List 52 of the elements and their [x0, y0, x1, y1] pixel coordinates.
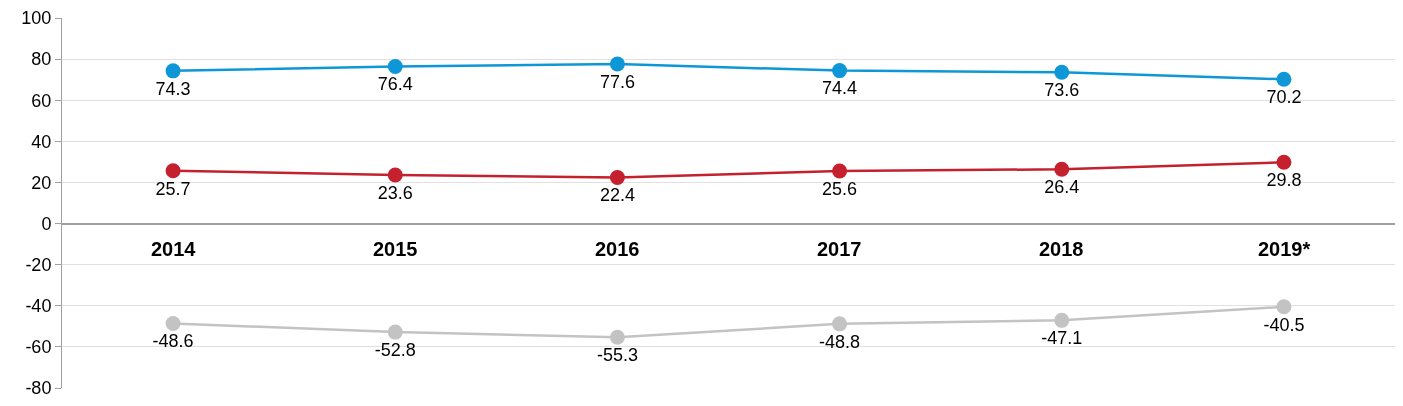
data-label: 74.4: [822, 78, 858, 99]
data-label: -40.5: [1263, 314, 1305, 335]
data-label: 23.6: [377, 182, 413, 203]
x-tick-label: 2018: [1039, 238, 1084, 260]
data-label: -47.1: [1041, 328, 1083, 349]
point: [609, 170, 625, 185]
point: [1276, 299, 1292, 315]
y-tick-label: 40: [31, 131, 52, 152]
x-tick-label: 2014: [151, 238, 197, 260]
point: [387, 59, 403, 74]
point: [165, 63, 181, 79]
y-tick-label: 0: [41, 213, 52, 234]
point: [165, 163, 181, 179]
point: [832, 163, 848, 179]
point: [387, 324, 403, 340]
data-label: -52.8: [374, 339, 416, 360]
y-tick-label: 20: [31, 172, 52, 193]
x-tick-label: 2019*: [1258, 238, 1311, 260]
x-tick-label: 2015: [373, 238, 418, 260]
point: [832, 63, 848, 79]
y-tick-label: -40: [25, 296, 52, 317]
point: [387, 167, 403, 183]
point: [609, 56, 625, 72]
point: [1054, 64, 1070, 80]
point: [1054, 312, 1070, 328]
data-label: 77.6: [599, 71, 635, 92]
y-tick-label: -80: [25, 378, 52, 399]
point: [1276, 154, 1292, 170]
y-tick-label: 60: [31, 90, 52, 111]
data-label: 25.6: [822, 178, 858, 199]
data-label: 22.4: [599, 185, 635, 206]
data-label: 29.8: [1266, 170, 1302, 191]
data-label: 25.7: [155, 178, 191, 199]
point: [609, 329, 625, 345]
y-tick-label: -60: [25, 337, 52, 358]
y-tick-label: -20: [25, 254, 52, 275]
data-label: 73.6: [1044, 80, 1080, 101]
point: [832, 316, 848, 332]
data-label: 26.4: [1044, 177, 1080, 198]
point: [1276, 71, 1292, 87]
data-label: 74.3: [155, 78, 191, 99]
data-label: -48.6: [152, 331, 194, 352]
data-label: -55.3: [596, 345, 638, 366]
data-label: 70.2: [1266, 87, 1302, 108]
data-label: -48.8: [819, 331, 861, 352]
x-tick-label: 2017: [817, 238, 862, 260]
y-tick-label: 80: [31, 49, 52, 70]
x-tick-label: 2016: [595, 238, 640, 260]
point: [165, 315, 181, 331]
data-label: 76.4: [377, 74, 413, 95]
point: [1054, 161, 1070, 177]
y-tick-label: 100: [21, 8, 52, 29]
